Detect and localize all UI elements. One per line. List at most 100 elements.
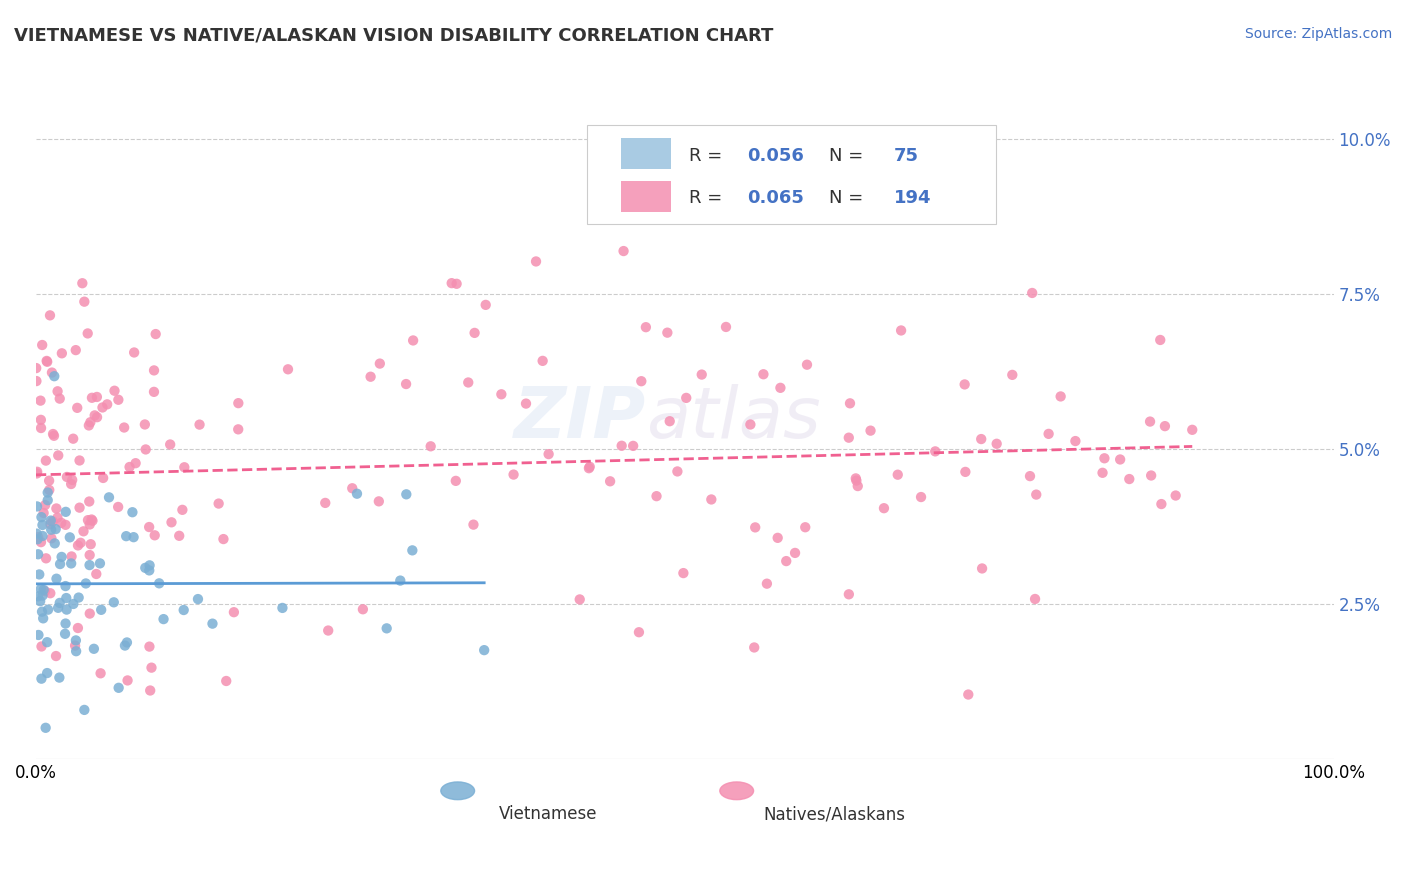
Point bbox=[34, 721, 56, 735]
Point bbox=[39, 523, 62, 537]
Point bbox=[79, 415, 101, 429]
Point bbox=[1094, 451, 1116, 466]
Point bbox=[53, 627, 76, 641]
Point bbox=[31, 589, 53, 603]
Point bbox=[30, 421, 52, 435]
Point bbox=[118, 460, 141, 475]
Point bbox=[1118, 472, 1140, 486]
Point bbox=[107, 681, 129, 695]
Point bbox=[39, 309, 62, 323]
Point bbox=[599, 475, 621, 489]
Point bbox=[32, 582, 55, 597]
Point bbox=[208, 497, 231, 511]
Point bbox=[859, 424, 882, 438]
Point bbox=[1139, 415, 1161, 429]
Point bbox=[90, 603, 112, 617]
Point bbox=[537, 447, 560, 461]
Point bbox=[700, 492, 723, 507]
Point bbox=[910, 490, 932, 504]
Point bbox=[72, 524, 94, 539]
Point bbox=[112, 420, 135, 434]
Point bbox=[1109, 452, 1132, 467]
Text: 0.065: 0.065 bbox=[747, 189, 804, 207]
Point bbox=[80, 512, 103, 526]
Point bbox=[79, 558, 101, 573]
Text: R =: R = bbox=[689, 189, 728, 207]
Point bbox=[86, 410, 108, 425]
Point bbox=[152, 612, 174, 626]
Point bbox=[79, 517, 101, 532]
Text: Source: ZipAtlas.com: Source: ZipAtlas.com bbox=[1244, 27, 1392, 41]
Point bbox=[794, 520, 817, 534]
Point bbox=[342, 481, 364, 495]
Point bbox=[1091, 466, 1114, 480]
Point bbox=[145, 327, 167, 342]
Point bbox=[1064, 434, 1087, 448]
Point bbox=[31, 605, 53, 619]
Point bbox=[368, 357, 391, 371]
Point bbox=[55, 616, 77, 631]
Point bbox=[568, 592, 591, 607]
Point bbox=[316, 624, 339, 638]
Point bbox=[464, 326, 486, 340]
Point bbox=[845, 474, 868, 488]
Point bbox=[873, 501, 896, 516]
Text: 0.056: 0.056 bbox=[747, 147, 804, 165]
FancyBboxPatch shape bbox=[621, 181, 671, 212]
Point bbox=[658, 414, 681, 428]
Point bbox=[98, 491, 121, 505]
Point bbox=[75, 576, 97, 591]
Point bbox=[25, 361, 48, 376]
Point bbox=[69, 453, 91, 467]
Point bbox=[187, 592, 209, 607]
Point bbox=[122, 530, 145, 544]
Text: atlas: atlas bbox=[645, 384, 821, 452]
Point bbox=[143, 528, 166, 542]
Point bbox=[41, 532, 63, 546]
Point bbox=[31, 518, 53, 533]
Point bbox=[173, 460, 195, 475]
Point bbox=[1049, 389, 1071, 403]
Point bbox=[42, 429, 65, 443]
Point bbox=[55, 602, 77, 616]
Point bbox=[51, 346, 73, 360]
Point bbox=[148, 576, 170, 591]
Point bbox=[675, 391, 697, 405]
Point bbox=[672, 566, 695, 580]
Point bbox=[135, 442, 157, 457]
Point bbox=[666, 465, 689, 479]
Text: R =: R = bbox=[689, 147, 728, 165]
Point bbox=[402, 334, 425, 348]
Point bbox=[25, 467, 48, 481]
Point bbox=[115, 635, 138, 649]
Point bbox=[212, 532, 235, 546]
Point bbox=[46, 510, 69, 524]
Point bbox=[90, 666, 112, 681]
Point bbox=[1024, 592, 1046, 607]
Point bbox=[72, 277, 94, 291]
Point bbox=[46, 384, 69, 399]
Point bbox=[60, 549, 83, 564]
Point bbox=[419, 439, 441, 453]
Point bbox=[45, 572, 67, 586]
Circle shape bbox=[720, 782, 754, 799]
Point bbox=[740, 417, 762, 432]
Point bbox=[60, 473, 83, 487]
Point bbox=[73, 294, 96, 309]
Text: 194: 194 bbox=[894, 189, 931, 207]
Point bbox=[37, 635, 59, 649]
Point bbox=[59, 530, 82, 544]
Point bbox=[27, 628, 49, 642]
Point bbox=[37, 355, 59, 369]
Point bbox=[28, 567, 51, 582]
Point bbox=[48, 596, 70, 610]
Point bbox=[32, 611, 55, 625]
Point bbox=[226, 422, 249, 436]
Point bbox=[440, 276, 463, 290]
Point bbox=[48, 671, 70, 685]
Point bbox=[25, 500, 48, 514]
Point bbox=[846, 479, 869, 493]
Point bbox=[30, 672, 52, 686]
Point bbox=[1019, 469, 1042, 483]
Point bbox=[45, 648, 67, 663]
